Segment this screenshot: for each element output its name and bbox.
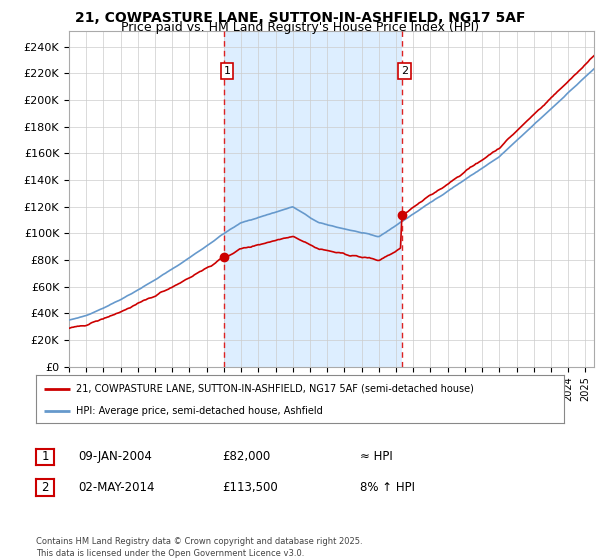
Text: 2: 2 <box>401 66 408 76</box>
Text: 02-MAY-2014: 02-MAY-2014 <box>78 480 155 494</box>
Text: Price paid vs. HM Land Registry's House Price Index (HPI): Price paid vs. HM Land Registry's House … <box>121 21 479 34</box>
Text: 09-JAN-2004: 09-JAN-2004 <box>78 450 152 463</box>
Text: 8% ↑ HPI: 8% ↑ HPI <box>360 480 415 494</box>
Text: 1: 1 <box>41 450 49 464</box>
Text: 1: 1 <box>224 66 230 76</box>
Text: £113,500: £113,500 <box>222 480 278 494</box>
Text: 2: 2 <box>41 481 49 494</box>
Text: 21, COWPASTURE LANE, SUTTON-IN-ASHFIELD, NG17 5AF (semi-detached house): 21, COWPASTURE LANE, SUTTON-IN-ASHFIELD,… <box>76 384 473 394</box>
Bar <box>224 31 402 367</box>
Text: HPI: Average price, semi-detached house, Ashfield: HPI: Average price, semi-detached house,… <box>76 406 322 416</box>
Text: 21, COWPASTURE LANE, SUTTON-IN-ASHFIELD, NG17 5AF: 21, COWPASTURE LANE, SUTTON-IN-ASHFIELD,… <box>75 11 525 25</box>
Text: ≈ HPI: ≈ HPI <box>360 450 393 463</box>
Text: Contains HM Land Registry data © Crown copyright and database right 2025.
This d: Contains HM Land Registry data © Crown c… <box>36 537 362 558</box>
Text: £82,000: £82,000 <box>222 450 270 463</box>
